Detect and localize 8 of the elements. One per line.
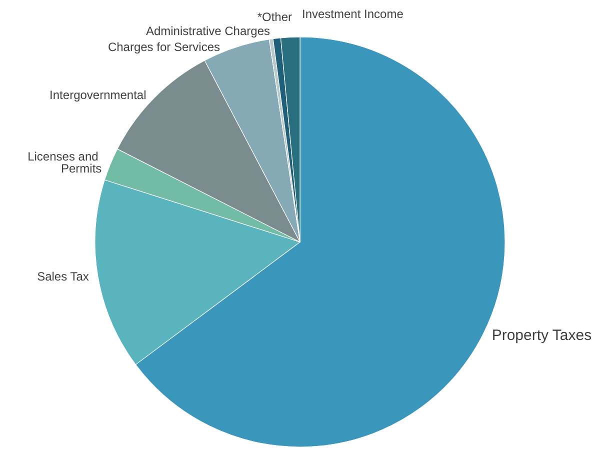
slice-label: Administrative Charges	[146, 24, 270, 38]
slice-label: Licenses and Permits	[28, 150, 102, 176]
slice-label: Investment Income	[302, 7, 404, 21]
slice-label: Intergovernmental	[50, 88, 146, 102]
slice-label: *Other	[257, 10, 292, 24]
slice-label: Property Taxes	[492, 327, 592, 344]
slice-label: Sales Tax	[37, 270, 89, 284]
slice-label: Charges for Services	[108, 40, 220, 54]
